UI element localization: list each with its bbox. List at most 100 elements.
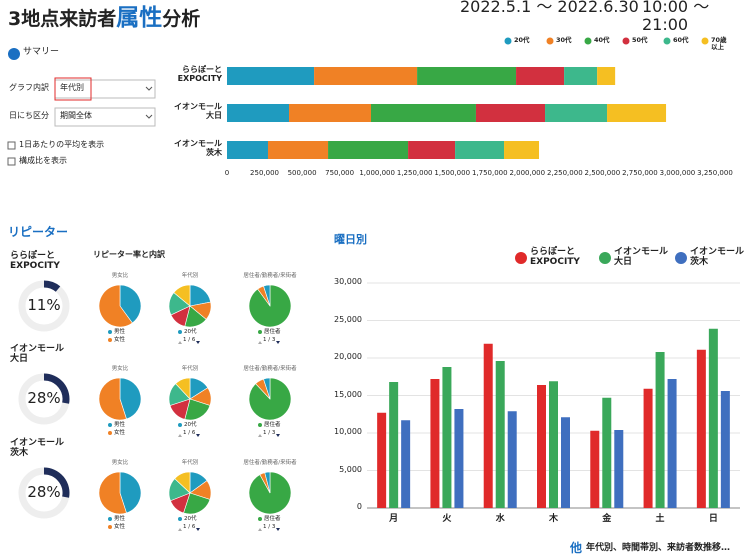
bar [442, 367, 452, 508]
pager-prev [258, 528, 262, 531]
pager-prev [178, 528, 182, 531]
x-tick-label: 土 [655, 514, 665, 524]
bar-segment [289, 104, 371, 122]
category-label: イオンモール 茨木 [174, 139, 222, 157]
pie-slice [173, 284, 191, 307]
pager-prev [258, 341, 262, 344]
legend-swatch [599, 252, 611, 264]
pager-prev [258, 434, 262, 437]
pager-next [196, 341, 200, 344]
title-part: 分析 [162, 8, 201, 30]
legend-swatch [108, 431, 112, 435]
pie-legend: 男性 [114, 329, 126, 335]
pie-legend: 居住者 [264, 422, 281, 428]
highlight [54, 77, 92, 101]
summary: サマリー [23, 47, 60, 57]
pie-legend: 20代 [184, 516, 197, 522]
pie-legend: 男性 [114, 516, 126, 522]
rate-label: 28% [27, 483, 61, 501]
pie-legend: 20代 [184, 329, 197, 335]
pager: 1 / 6 [183, 337, 196, 343]
pie-legend: 女性 [114, 337, 126, 343]
donut-arc [43, 373, 70, 404]
pager-next [196, 528, 200, 531]
bar-segment [455, 141, 505, 159]
pie-title: 居住者/勤務者/来街者 [243, 273, 297, 279]
x-tick-label: 2,500,000 [584, 169, 621, 177]
label: 日にち区分 [9, 111, 49, 120]
pie-slice [119, 377, 142, 420]
pager: 1 / 6 [183, 524, 196, 530]
pager-prev [178, 341, 182, 344]
pie-legend: 女性 [114, 524, 126, 530]
legend-label: 20代 [514, 36, 530, 44]
bar-segment [227, 67, 315, 85]
bar [483, 343, 493, 508]
pie-slice [119, 471, 142, 514]
x-tick-label: 2,750,000 [622, 169, 658, 177]
y-tick-label: 0 [356, 502, 362, 511]
legend-label: 50代 [632, 36, 648, 44]
pie-legend: 男性 [114, 422, 126, 428]
x-tick-label: 木 [548, 514, 558, 524]
category-label: ららぽーと EXPOCITY [177, 65, 222, 83]
bar-segment [267, 141, 329, 159]
pie-title: 年代別 [181, 460, 199, 466]
bar-segment [328, 141, 409, 159]
pie-slice [98, 284, 133, 328]
bar-segment [607, 104, 667, 122]
select-box[interactable] [54, 107, 156, 127]
pie-slice [174, 471, 191, 494]
x-tick-label: 1,750,000 [471, 169, 508, 177]
legend-label: 30代 [556, 36, 572, 44]
y-tick-label: 20,000 [334, 352, 362, 361]
pie-title: 居住者/勤務者/来街者 [243, 460, 297, 466]
bar [708, 328, 718, 508]
hours: 10:00 ～ 21:00 [642, 0, 710, 34]
chevron [145, 114, 153, 119]
pie-slice [98, 377, 127, 421]
legend-label: 70歳 以上 [711, 36, 727, 52]
checkbox-label: 1日あたりの平均を表示 [19, 140, 105, 149]
legend-swatch [178, 330, 182, 334]
chevron [145, 86, 153, 91]
x-tick-label: 750,000 [325, 169, 355, 177]
bar-segment [314, 67, 418, 85]
pager: 1 / 3 [263, 337, 276, 343]
store-name: ららぽーと EXPOCITY [10, 251, 60, 271]
pager: 1 / 3 [263, 524, 276, 530]
bar-segment [370, 104, 476, 122]
legend-swatch [258, 517, 262, 521]
legend-swatch [108, 423, 112, 427]
bar [549, 381, 558, 508]
checkbox[interactable] [7, 157, 16, 166]
select-value: 年代別 [60, 83, 84, 92]
legend-swatch [515, 252, 527, 264]
pie-slice [184, 398, 211, 421]
donut-arc [43, 467, 70, 498]
title-part: 3地点来訪者 [8, 8, 117, 30]
legend-swatch [108, 330, 112, 334]
bar [377, 412, 387, 508]
legend-swatch [258, 423, 262, 427]
bar [389, 382, 399, 508]
bar-segment [227, 104, 290, 122]
bar [720, 391, 730, 508]
section-title: リピーター [8, 225, 69, 239]
checkbox[interactable] [7, 141, 16, 150]
title-part: 属性 [116, 5, 163, 31]
bar [655, 352, 665, 508]
pager-next [276, 434, 280, 437]
legend-swatch [178, 517, 182, 521]
x-tick-label: 3,250,000 [697, 169, 733, 177]
checkbox-label: 構成比を表示 [19, 156, 67, 165]
donut-arc [43, 280, 61, 292]
pie-title: 男女比 [111, 460, 129, 466]
legend-swatch [504, 37, 512, 45]
x-tick-label: 3,000,000 [659, 169, 696, 177]
footer-mark: 他 [570, 541, 583, 555]
bar [696, 349, 706, 508]
pie-title: 年代別 [181, 366, 199, 372]
x-tick-label: 1,500,000 [434, 169, 471, 177]
